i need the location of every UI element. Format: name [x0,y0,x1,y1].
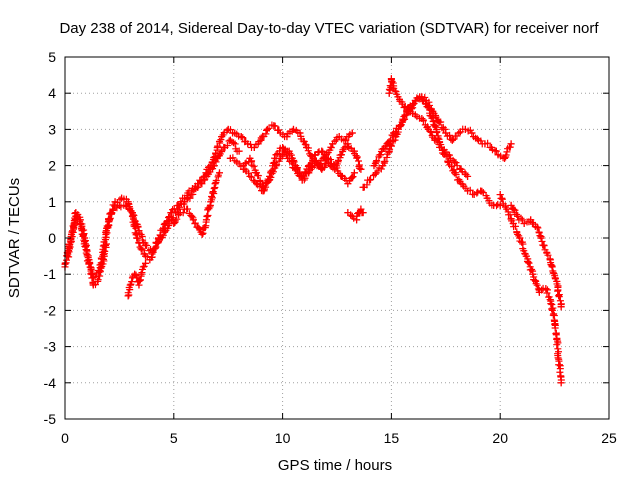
series-track-c [124,259,150,300]
data-layer [61,75,565,387]
series-track-g [239,140,365,195]
y-axis-label: SDTVAR / TECUs [6,178,23,298]
y-tick-label: -4 [44,375,57,391]
x-tick-label: 0 [61,430,69,446]
series-trace [370,93,515,170]
y-tick-label: -5 [44,411,57,427]
series-trace [170,169,223,238]
x-tick-label: 25 [601,430,617,446]
x-tick-label: 10 [275,430,291,446]
series-trace [385,75,472,180]
x-tick-label: 20 [492,430,508,446]
series-trace [124,259,150,300]
series-track-j [370,93,515,170]
y-tick-label: -2 [44,302,57,318]
y-tick-label: -1 [44,266,57,282]
y-tick-label: -3 [44,339,57,355]
y-tick-label: 4 [48,85,56,101]
y-tick-label: 1 [48,194,56,210]
series-track-l [496,191,565,387]
grid-layer [65,57,609,419]
tick-layer: 0 5 10 15 20 25 -5 -4 -3 -2 -1 0 1 2 3 4 5 [44,49,617,446]
y-tick-label: 0 [48,230,56,246]
x-tick-label: 5 [170,430,178,446]
series-trace [507,201,565,311]
series-trace [63,136,243,282]
y-tick-label: 2 [48,158,56,174]
series-track-m [507,201,565,311]
chart-title: Day 238 of 2014, Sidereal Day-to-day VTE… [59,20,599,37]
series-track-h [344,205,367,224]
x-axis-label: GPS time / hours [278,457,392,474]
series-track-b [63,136,243,282]
x-tick-label: 15 [384,430,400,446]
series-track-d [170,169,223,238]
y-tick-label: 3 [48,121,56,137]
series-track-k [385,75,472,180]
series-trace [344,205,367,224]
series-trace [239,140,365,195]
series-trace [496,191,565,387]
y-tick-label: 5 [48,49,56,65]
